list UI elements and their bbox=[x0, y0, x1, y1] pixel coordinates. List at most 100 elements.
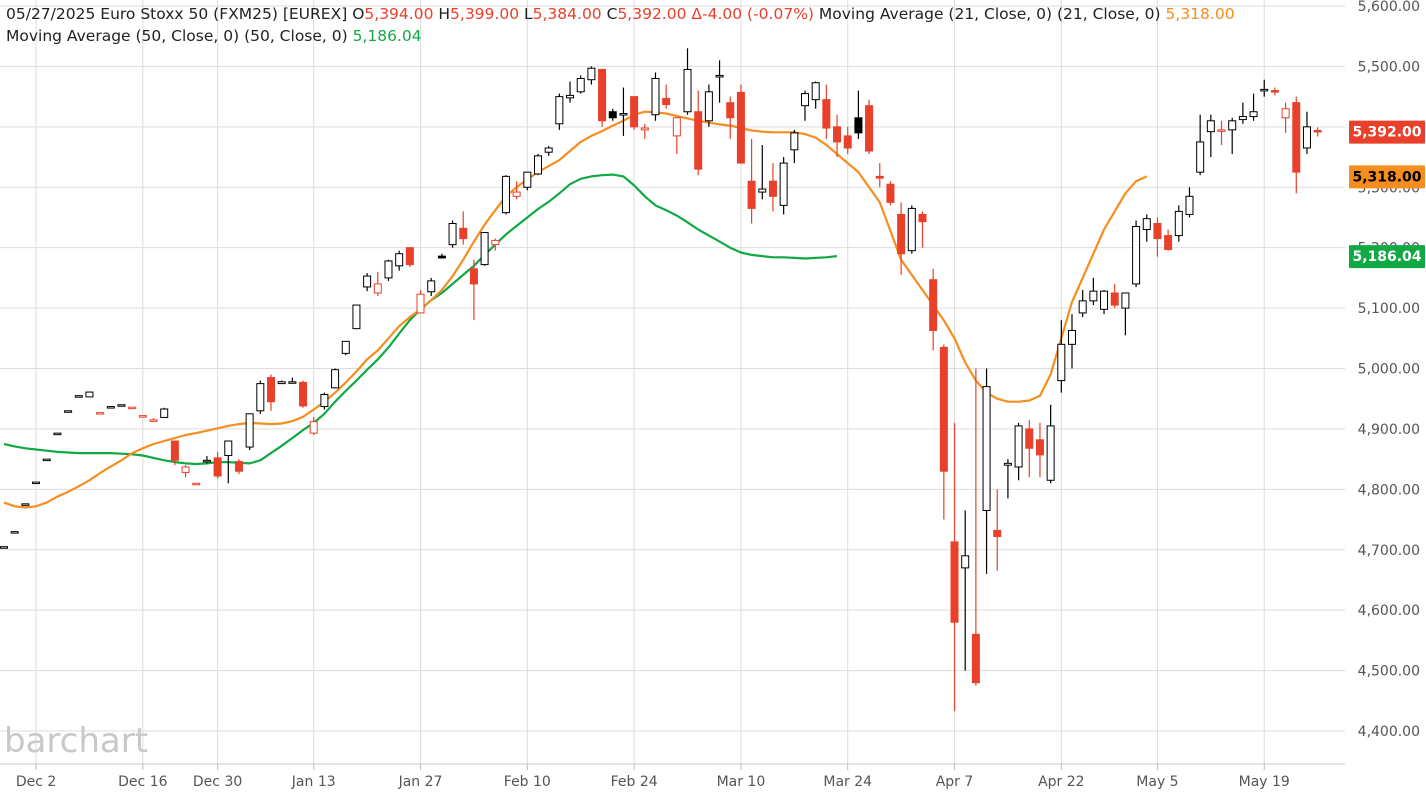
candle-body bbox=[373, 283, 382, 294]
candle-body bbox=[1014, 425, 1023, 468]
candle-body bbox=[1206, 120, 1215, 133]
candle-body bbox=[1100, 290, 1109, 310]
candle bbox=[1121, 292, 1130, 336]
candle bbox=[1281, 102, 1290, 133]
candle-body bbox=[1089, 290, 1098, 302]
price-badge-box bbox=[1349, 245, 1425, 269]
candle-body bbox=[331, 369, 340, 389]
candle bbox=[619, 87, 628, 136]
candle-body bbox=[1260, 88, 1269, 92]
candle-body bbox=[117, 404, 126, 407]
candle-body bbox=[1110, 292, 1119, 306]
y-tick-label: 4,900.00 bbox=[1358, 422, 1420, 438]
candle bbox=[512, 181, 521, 200]
candle bbox=[32, 481, 41, 485]
candle-body bbox=[32, 481, 41, 485]
candle bbox=[555, 93, 564, 130]
candle-body bbox=[1068, 329, 1076, 345]
candle-body bbox=[267, 377, 275, 403]
barchart-logo: barchart bbox=[4, 721, 148, 761]
header-ma21-params: (21, Close, 0) bbox=[1056, 5, 1161, 23]
candle-body bbox=[651, 78, 660, 116]
y-axis: 5,600.005,500.005,400.005,300.005,200.00… bbox=[1358, 0, 1420, 740]
candle-body bbox=[192, 482, 201, 486]
candle bbox=[309, 416, 318, 435]
candle bbox=[10, 531, 19, 534]
candle bbox=[886, 181, 895, 206]
candle-body bbox=[726, 102, 735, 119]
candle-body bbox=[1142, 218, 1151, 231]
candle-body bbox=[1185, 195, 1194, 215]
candle bbox=[1068, 314, 1076, 369]
candle bbox=[1035, 422, 1044, 478]
candle bbox=[299, 380, 308, 408]
candle bbox=[875, 163, 884, 188]
candle-body bbox=[202, 459, 211, 463]
candle-body bbox=[1281, 108, 1290, 119]
candle bbox=[117, 404, 126, 407]
y-tick-label: 4,400.00 bbox=[1358, 724, 1420, 740]
chart-header-line-1: 05/27/2025 Euro Stoxx 50 (FXM25) [EUREX]… bbox=[6, 5, 1235, 23]
header-open-label: O bbox=[352, 5, 365, 23]
candle bbox=[544, 146, 553, 156]
candle bbox=[448, 220, 457, 248]
candle bbox=[523, 171, 532, 191]
candle bbox=[1196, 114, 1205, 176]
candle-body bbox=[993, 529, 1002, 537]
ma21-line bbox=[3, 110, 1148, 509]
x-tick-label: Dec 16 bbox=[118, 774, 167, 790]
candle-body bbox=[598, 68, 607, 122]
candle-body bbox=[53, 432, 62, 436]
candle-body bbox=[1164, 235, 1173, 250]
candle bbox=[53, 432, 62, 436]
header-ma50-label: Moving Average (50, Close, 0) bbox=[6, 27, 240, 45]
y-tick-label: 5,100.00 bbox=[1358, 301, 1420, 317]
candle-body bbox=[768, 180, 777, 197]
candle-body bbox=[309, 421, 318, 434]
candle-body bbox=[1174, 210, 1183, 237]
candle bbox=[331, 368, 340, 389]
x-tick-label: Dec 2 bbox=[16, 774, 56, 790]
header-change: Δ-4.00 (-0.07%) bbox=[691, 5, 814, 23]
candle bbox=[416, 289, 425, 314]
candle-body bbox=[352, 304, 361, 330]
candle bbox=[576, 75, 585, 94]
candle-body bbox=[662, 97, 671, 105]
candle bbox=[534, 154, 542, 176]
candle bbox=[683, 48, 692, 115]
candle bbox=[128, 406, 137, 410]
candle-body bbox=[96, 412, 105, 415]
candle-body bbox=[672, 117, 681, 137]
y-tick-label: 4,500.00 bbox=[1358, 664, 1420, 680]
x-tick-label: Jan 27 bbox=[398, 774, 443, 790]
price-badge: 5,392.00 bbox=[1349, 120, 1425, 144]
candle-body bbox=[865, 105, 874, 152]
candle-body bbox=[950, 541, 959, 623]
candle bbox=[1046, 404, 1055, 484]
candle bbox=[96, 412, 105, 415]
candle bbox=[833, 114, 842, 158]
candle bbox=[694, 90, 703, 176]
candle-body bbox=[875, 175, 884, 179]
candle bbox=[566, 81, 575, 103]
chart-header-line-2: Moving Average (50, Close, 0) (50, Close… bbox=[6, 27, 422, 45]
candle-body bbox=[608, 111, 617, 119]
candle-body bbox=[21, 503, 30, 506]
candle-body bbox=[715, 74, 724, 78]
candle bbox=[768, 163, 777, 212]
candle-body bbox=[886, 183, 895, 203]
price-badge-label: 5,392.00 bbox=[1352, 125, 1421, 141]
candle-body bbox=[384, 260, 393, 279]
candle bbox=[491, 238, 500, 251]
candle-body bbox=[1313, 129, 1322, 133]
candle-body bbox=[1249, 111, 1258, 118]
candle bbox=[202, 456, 211, 464]
candle-body bbox=[704, 91, 713, 122]
candle-body bbox=[213, 457, 222, 477]
candle bbox=[736, 84, 745, 164]
candle-body bbox=[341, 340, 350, 354]
candle-body bbox=[160, 408, 169, 418]
candle bbox=[0, 546, 8, 549]
candle bbox=[437, 253, 446, 259]
